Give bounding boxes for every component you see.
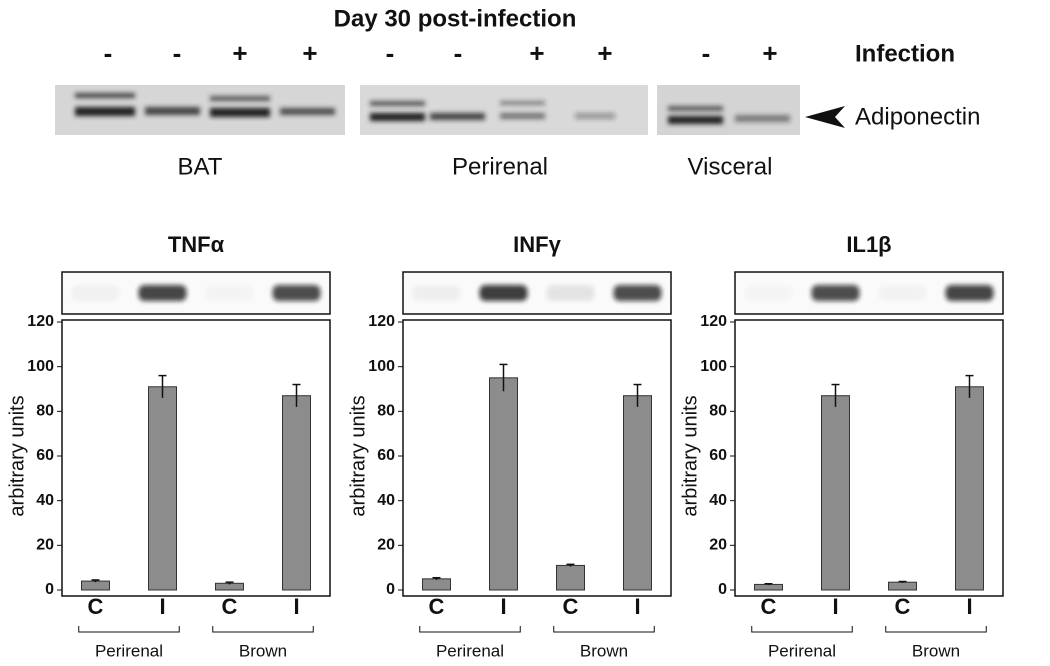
- blot-band: [138, 285, 187, 301]
- band-arrow: [805, 106, 845, 128]
- x-tick-label: I: [634, 594, 640, 619]
- bar: [489, 377, 518, 591]
- infection-label: Infection: [855, 40, 955, 67]
- band-label: Adiponectin: [855, 103, 980, 130]
- x-tick-label: I: [293, 594, 299, 619]
- chart-title: TNFα: [168, 232, 225, 257]
- y-tick-label: 100: [27, 358, 54, 375]
- infection-sign: +: [302, 38, 317, 68]
- y-tick-label: 60: [709, 447, 727, 464]
- blot-band: [879, 285, 927, 301]
- group-label: Brown: [912, 641, 960, 660]
- infection-sign: +: [232, 38, 247, 68]
- group-bracket: [419, 626, 521, 633]
- y-tick-label: 0: [718, 581, 727, 598]
- infection-sign: -: [104, 38, 113, 68]
- y-tick-label: 120: [27, 313, 54, 330]
- plot-frame: [61, 319, 331, 597]
- group-label: Brown: [580, 641, 628, 660]
- bar: [556, 564, 585, 591]
- tissue-label: BAT: [178, 153, 223, 180]
- blot-band: [745, 285, 793, 301]
- infection-sign: -: [386, 38, 395, 68]
- y-tick-label: 20: [36, 537, 54, 554]
- bar: [754, 583, 783, 591]
- y-tick-label: 20: [377, 537, 395, 554]
- x-tick-label: I: [966, 594, 972, 619]
- y-tick-label: 0: [45, 581, 54, 598]
- y-tick-label: 80: [377, 403, 395, 420]
- bar: [81, 580, 110, 591]
- y-tick-label: 40: [709, 492, 727, 509]
- x-tick-label: I: [832, 594, 838, 619]
- y-tick-label: 40: [36, 492, 54, 509]
- bar: [955, 386, 984, 591]
- blot-band: [613, 285, 662, 301]
- blot-band: [945, 285, 994, 301]
- group-bracket: [751, 626, 853, 633]
- y-axis-label: arbitrary units: [6, 395, 28, 516]
- y-tick-label: 100: [368, 358, 395, 375]
- infection-sign: +: [529, 38, 544, 68]
- infection-sign: -: [702, 38, 711, 68]
- y-tick-label: 80: [709, 403, 727, 420]
- group-bracket: [885, 626, 987, 633]
- tissue-label: Visceral: [688, 153, 773, 180]
- bar: [888, 581, 917, 591]
- bar: [282, 395, 311, 591]
- blot-band: [479, 285, 528, 301]
- y-tick-label: 120: [700, 313, 727, 330]
- plot-frame: [402, 319, 672, 597]
- tissue-label: Perirenal: [452, 153, 548, 180]
- y-tick-label: 0: [386, 581, 395, 598]
- x-tick-label: C: [895, 594, 911, 619]
- blot-band: [546, 285, 595, 301]
- x-tick-label: C: [88, 594, 104, 619]
- group-label: Perirenal: [436, 641, 504, 660]
- y-tick-label: 60: [36, 447, 54, 464]
- blot-band: [412, 285, 461, 301]
- blot-title: Day 30 post-infection: [334, 5, 577, 32]
- chart-title: IL1β: [846, 232, 891, 257]
- bar: [148, 386, 177, 591]
- y-tick-label: 100: [700, 358, 727, 375]
- x-tick-label: C: [761, 594, 777, 619]
- x-tick-label: C: [429, 594, 445, 619]
- group-label: Brown: [239, 641, 287, 660]
- infection-sign: -: [454, 38, 463, 68]
- x-tick-label: I: [159, 594, 165, 619]
- blot-band: [272, 285, 321, 301]
- x-tick-label: I: [500, 594, 506, 619]
- y-tick-label: 40: [377, 492, 395, 509]
- chart-title: INFγ: [513, 232, 561, 257]
- blot-band: [72, 285, 120, 301]
- group-label: Perirenal: [95, 641, 163, 660]
- blot-band: [811, 285, 860, 301]
- charts: TNFα arbitrary units 0 20 40 60 80 100 120 C I C I Pe…: [6, 232, 1004, 660]
- bar: [623, 395, 652, 591]
- group-label: Perirenal: [768, 641, 836, 660]
- infection-sign: +: [597, 38, 612, 68]
- group-bracket: [553, 626, 655, 633]
- x-tick-label: C: [222, 594, 238, 619]
- infection-sign: -: [173, 38, 182, 68]
- x-tick-label: C: [563, 594, 579, 619]
- y-tick-label: 80: [36, 403, 54, 420]
- plot-frame: [734, 319, 1004, 597]
- group-bracket: [212, 626, 314, 633]
- y-tick-label: 120: [368, 313, 395, 330]
- group-bracket: [78, 626, 180, 633]
- y-axis-label: arbitrary units: [347, 395, 369, 516]
- bar: [422, 578, 451, 591]
- y-axis-label: arbitrary units: [679, 395, 701, 516]
- bar: [821, 395, 850, 591]
- blot-band: [206, 285, 254, 301]
- y-tick-label: 60: [377, 447, 395, 464]
- adiponectin-blot: [55, 85, 800, 135]
- infection-sign: +: [762, 38, 777, 68]
- y-tick-label: 20: [709, 537, 727, 554]
